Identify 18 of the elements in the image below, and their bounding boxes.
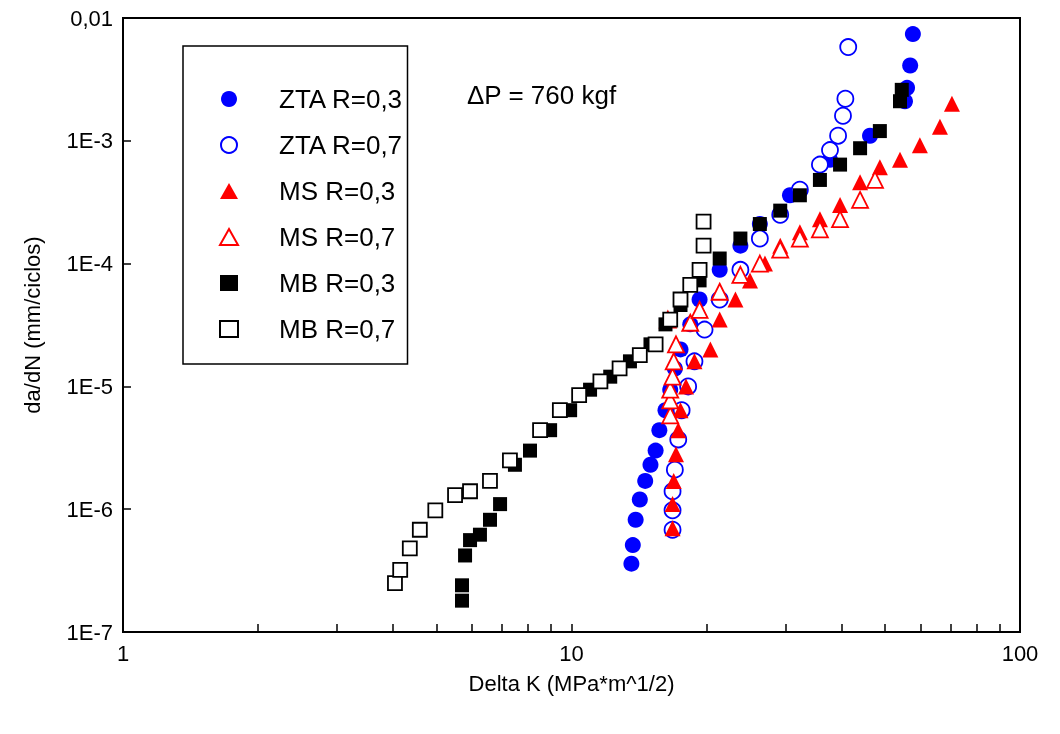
legend-label: MS R=0,7 xyxy=(279,222,396,252)
x-tick-label: 100 xyxy=(1001,640,1039,666)
y-axis-title: da/dN (mm/ciclos) xyxy=(19,236,45,414)
legend-label: ZTA R=0,7 xyxy=(279,130,403,160)
y-tick-label: 1E-7 xyxy=(66,619,113,645)
x-axis-title: Delta K (MPa*m^1/2) xyxy=(468,670,675,696)
x-tick-label: 10 xyxy=(559,640,584,666)
x-tick-label: 1 xyxy=(116,640,130,666)
legend-label: MS R=0,3 xyxy=(279,176,396,206)
legend-label: ZTA R=0,3 xyxy=(279,84,403,114)
y-tick-label: 1E-4 xyxy=(66,251,113,277)
y-tick-label: 1E-6 xyxy=(66,496,113,522)
y-tick-label: 0,01 xyxy=(70,5,113,31)
y-tick-label: 1E-5 xyxy=(66,373,113,399)
legend-label: MB R=0,7 xyxy=(279,314,396,344)
legend-label: MB R=0,3 xyxy=(279,268,396,298)
y-tick-label: 1E-3 xyxy=(66,128,113,154)
annotation: ΔP = 760 kgf xyxy=(467,80,617,110)
